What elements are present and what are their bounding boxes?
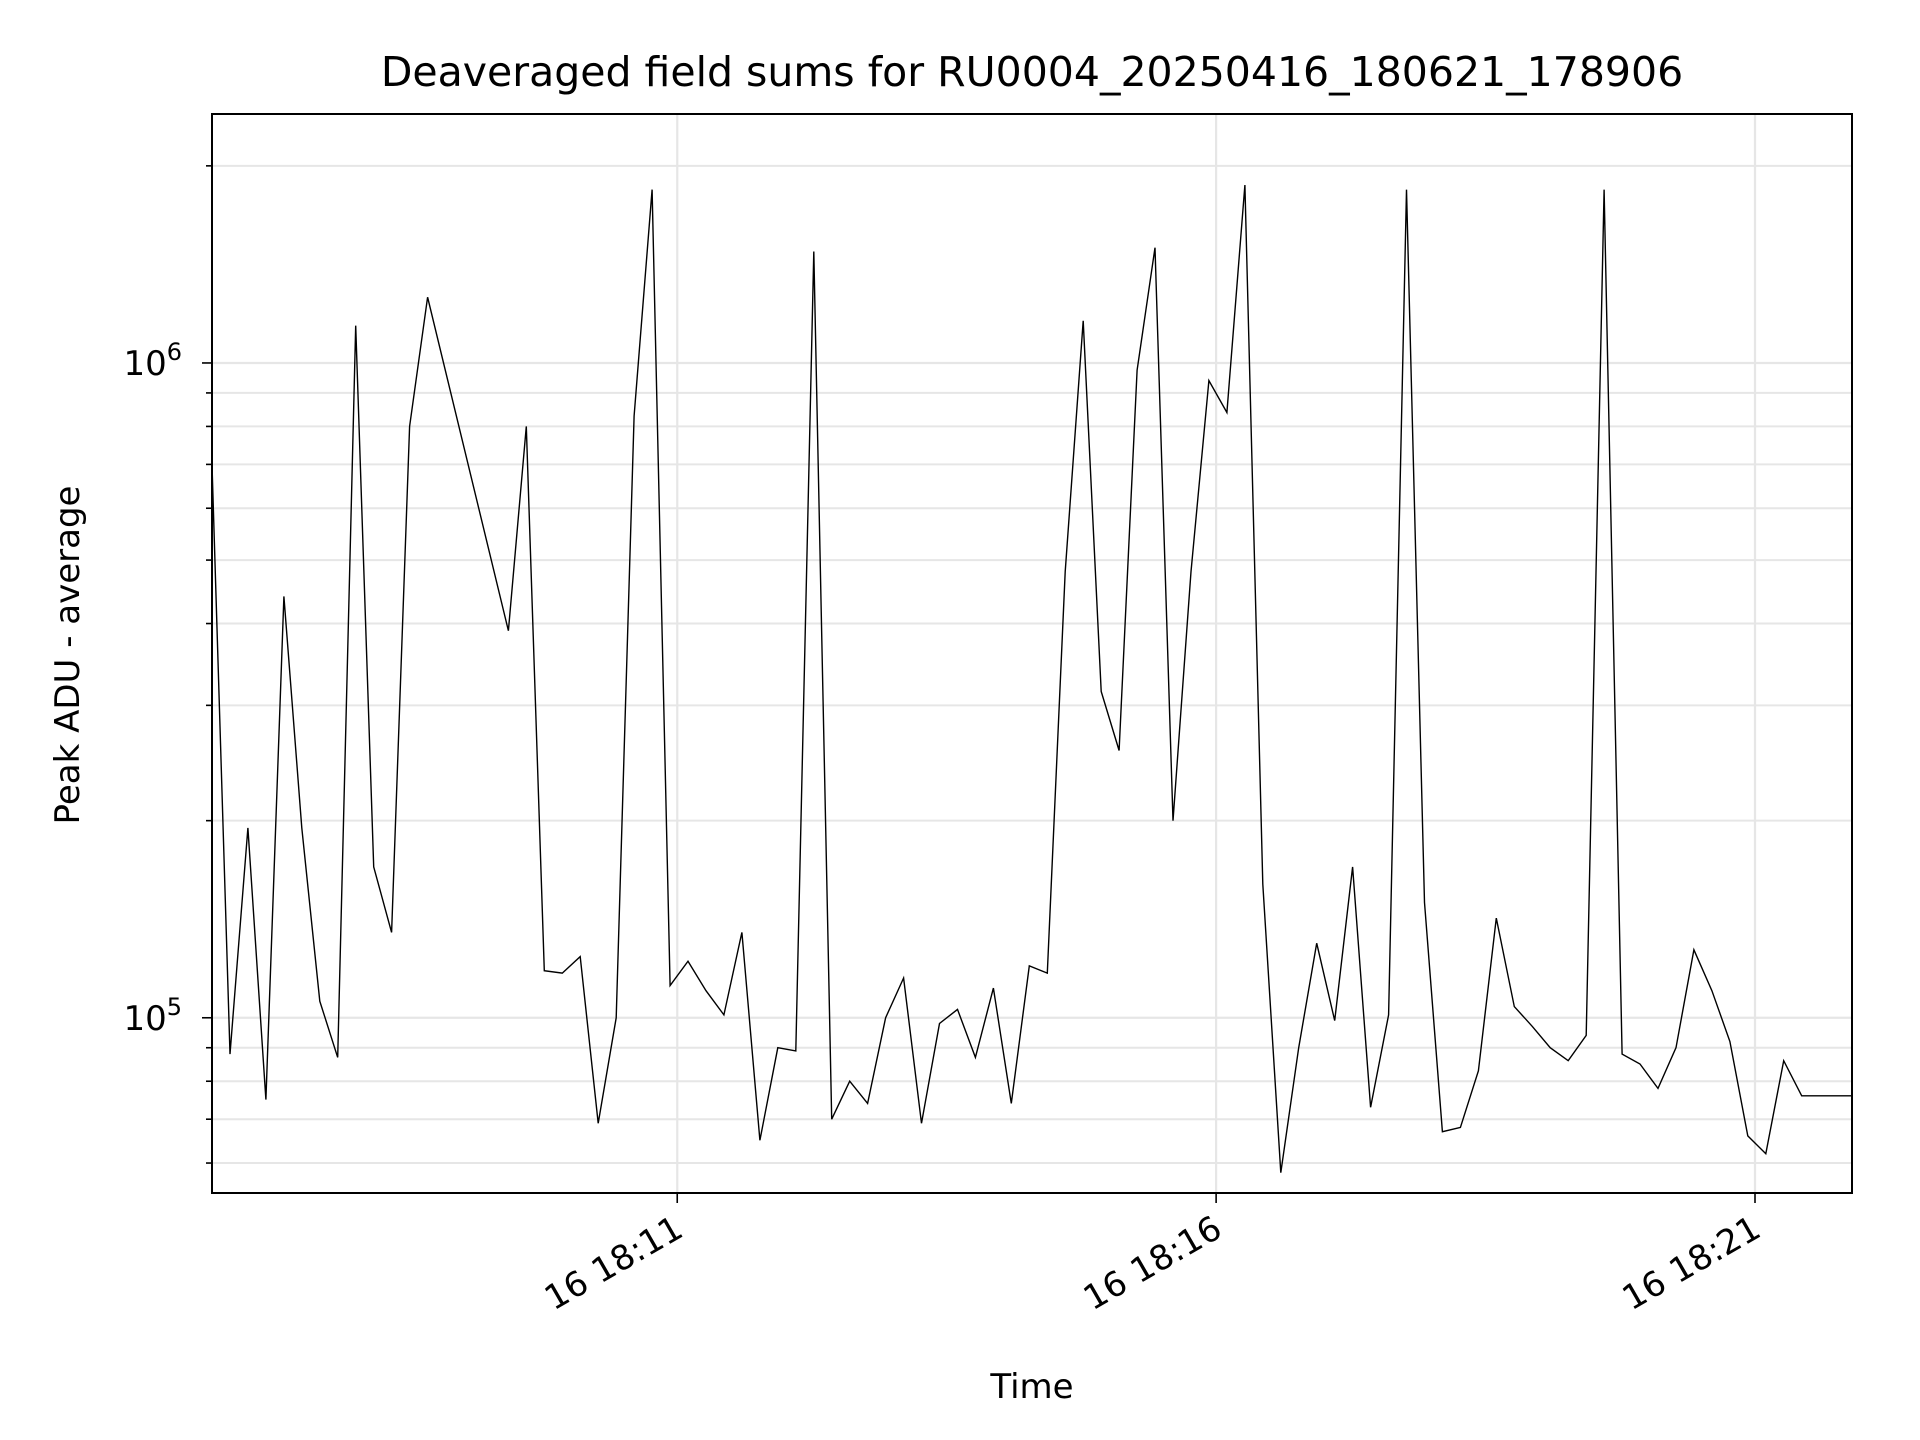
series-layer	[211, 184, 1852, 1173]
y-tick-label: 105	[123, 993, 182, 1039]
series-line	[211, 184, 1852, 1173]
grid	[212, 114, 1852, 1193]
plot-frame	[211, 113, 1853, 1194]
y-tick-label: 106	[123, 338, 182, 384]
x-axis-label: Time	[989, 1367, 1073, 1407]
y-axis-label: Peak ADU - average	[48, 486, 88, 825]
chart-title: Deaveraged field sums for RU0004_2025041…	[381, 48, 1683, 96]
